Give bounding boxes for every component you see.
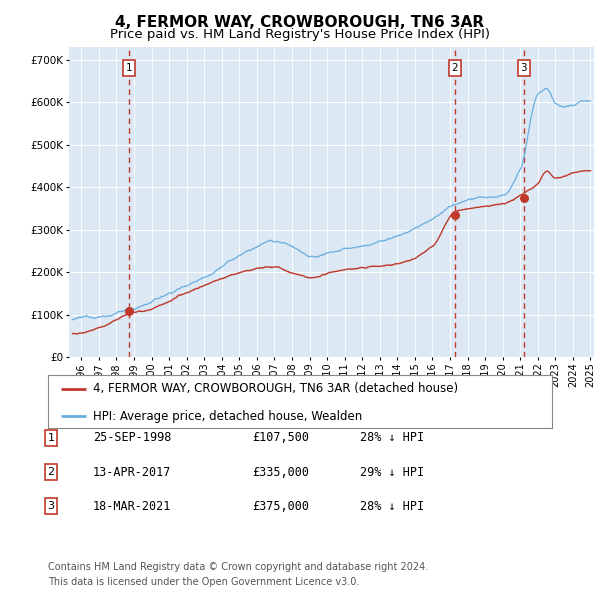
Text: £375,000: £375,000 — [252, 500, 309, 513]
Text: 28% ↓ HPI: 28% ↓ HPI — [360, 431, 424, 444]
Text: 25-SEP-1998: 25-SEP-1998 — [93, 431, 172, 444]
Text: £107,500: £107,500 — [252, 431, 309, 444]
Text: 1: 1 — [47, 433, 55, 442]
Text: HPI: Average price, detached house, Wealden: HPI: Average price, detached house, Weal… — [94, 409, 362, 422]
Text: £335,000: £335,000 — [252, 466, 309, 478]
Text: 4, FERMOR WAY, CROWBOROUGH, TN6 3AR: 4, FERMOR WAY, CROWBOROUGH, TN6 3AR — [115, 15, 485, 30]
Text: 2: 2 — [47, 467, 55, 477]
Text: 1: 1 — [126, 63, 133, 73]
Text: 29% ↓ HPI: 29% ↓ HPI — [360, 466, 424, 478]
Text: Contains HM Land Registry data © Crown copyright and database right 2024.
This d: Contains HM Land Registry data © Crown c… — [48, 562, 428, 587]
Text: 3: 3 — [47, 502, 55, 511]
Text: 28% ↓ HPI: 28% ↓ HPI — [360, 500, 424, 513]
Text: 2: 2 — [452, 63, 458, 73]
Text: 4, FERMOR WAY, CROWBOROUGH, TN6 3AR (detached house): 4, FERMOR WAY, CROWBOROUGH, TN6 3AR (det… — [94, 382, 458, 395]
Text: 3: 3 — [521, 63, 527, 73]
Text: Price paid vs. HM Land Registry's House Price Index (HPI): Price paid vs. HM Land Registry's House … — [110, 28, 490, 41]
Text: 18-MAR-2021: 18-MAR-2021 — [93, 500, 172, 513]
Text: 13-APR-2017: 13-APR-2017 — [93, 466, 172, 478]
